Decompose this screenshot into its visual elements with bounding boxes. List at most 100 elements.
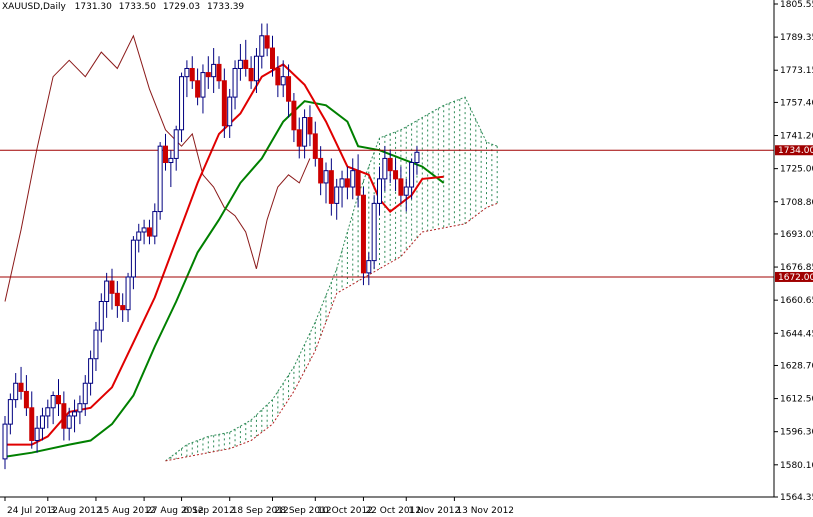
candle-body [189,67,195,82]
candle-body [270,47,275,69]
candle-body [296,129,302,147]
candle-body [275,67,281,86]
y-tick-label: 1676.85 [780,263,813,273]
y-tick-label: 1757.40 [780,98,813,108]
candle-body [29,407,35,441]
candle-body [72,411,78,417]
candle-body [39,415,45,429]
candle-body [377,178,382,204]
senkou-span-a-line [165,96,498,462]
x-tick-label: 22 Oct 2012 [365,506,421,516]
candle-body [120,305,126,311]
x-tick-label: 10 Oct 2012 [317,506,373,516]
candle-body [146,227,152,237]
candle-body [409,162,415,188]
candle-body [350,170,356,188]
candle-body [264,35,270,49]
candle-body [393,170,399,180]
price-level-tag-label: 1672.00 [778,273,813,283]
chikou-span-line [4,34,311,302]
candle-body [248,67,254,82]
y-tick-label: 1644.45 [780,329,813,339]
candle-body [130,239,136,278]
y-tick-label: 1805.55 [780,0,813,10]
low-value: 1729.03 [162,2,201,12]
y-tick-label: 1612.50 [780,395,813,405]
candle-body [13,382,19,401]
y-tick-label: 1660.65 [780,296,813,306]
candle-body [98,300,104,331]
y-tick-label: 1580.10 [780,461,813,471]
candle-body [163,145,168,164]
x-tick-label: 6 Sep 2012 [184,506,235,516]
candle-body [45,407,51,417]
y-tick-label: 1693.05 [780,230,813,240]
candle-body [243,59,249,69]
y-tick-label: 1725.00 [780,165,813,175]
candle-body [366,260,372,274]
candle-body [237,59,243,69]
candle-body [18,382,24,392]
candle-body [216,63,222,82]
candle-body [382,157,388,180]
y-tick-label: 1741.20 [780,132,813,142]
candle-body [398,178,404,196]
candle-body [371,202,377,262]
candle-body [355,170,361,196]
candle-body [280,76,286,86]
candle-body [318,157,324,184]
candle-body [104,280,110,302]
candle-body [232,67,238,98]
candle-body [56,395,61,405]
x-tick-label: 15 Aug 2012 [98,506,156,516]
candle-body [2,423,8,460]
x-tick-label: 24 Jul 2012 [7,506,58,516]
price-level-tag [775,271,813,282]
x-tick-label: 27 Aug 2012 [146,506,204,516]
candle-body [66,415,72,429]
chart-header: XAUUSD,Daily 1731.30 1733.50 1729.03 173… [2,2,248,12]
candle-body [23,390,29,409]
candle-body [253,55,259,82]
candle-body [50,395,56,409]
candles [2,23,420,470]
candle-body [328,170,334,204]
candle-body [7,399,13,425]
candle-body [109,280,115,294]
y-tick-label: 1596.30 [780,428,813,438]
candle-body [125,276,131,311]
high-value: 1733.50 [118,2,156,12]
y-tick-label: 1628.70 [780,361,813,371]
candle-body [184,67,190,78]
ichimoku-cloud [170,97,498,460]
candle-body [211,63,217,78]
close-value: 1733.39 [206,2,245,12]
open-value: 1731.30 [74,2,112,12]
tenkan-sen-line [5,63,444,446]
candle-body [323,170,329,184]
candle-body [344,178,350,188]
candle-body [286,76,292,102]
indicator-lines [4,34,498,462]
senkou-span-b-line [165,202,498,462]
candle-body [302,117,308,147]
candle-body [82,382,88,405]
x-tick-label: 13 Nov 2012 [456,506,514,516]
candle-body [179,76,185,131]
candle-body [291,100,297,131]
kijun-sen-line [4,100,445,458]
symbol-label: XAUUSD,Daily [2,2,66,12]
y-tick-label: 1789.35 [780,33,813,43]
candle-body [307,117,313,135]
candle-body [227,96,233,127]
candle-body [61,403,67,429]
candle-body [387,157,393,172]
x-tick-label: 3 Aug 2012 [50,506,102,516]
price-level-tag [775,145,813,156]
candle-body [259,35,265,57]
candle-body [195,80,201,98]
candle-body [157,145,163,213]
